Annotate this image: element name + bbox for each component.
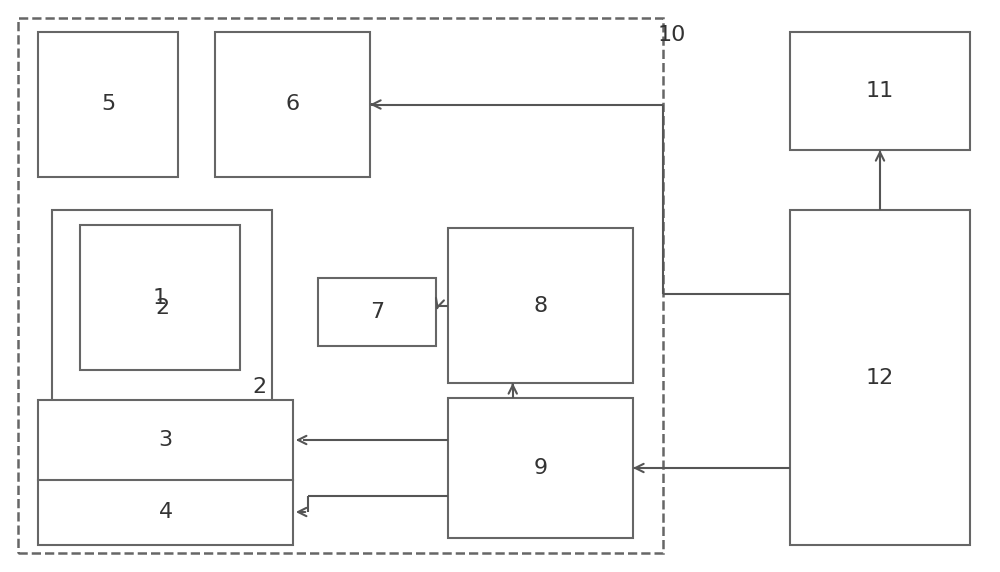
Bar (38, 32, 178, 177)
Bar (38, 400, 293, 545)
Bar (790, 210, 970, 545)
Bar (318, 278, 436, 346)
Bar (52, 210, 272, 405)
Text: 10: 10 (658, 25, 686, 45)
Text: 2: 2 (253, 377, 267, 397)
Text: 11: 11 (866, 81, 894, 101)
Text: 5: 5 (101, 94, 115, 114)
Text: 7: 7 (370, 302, 384, 322)
Text: 8: 8 (533, 296, 548, 316)
Text: 9: 9 (533, 458, 548, 478)
Text: 6: 6 (285, 94, 300, 114)
Bar (790, 32, 970, 150)
Bar (80, 225, 240, 370)
Text: 2: 2 (155, 297, 169, 317)
Bar (448, 228, 633, 383)
Text: 3: 3 (158, 430, 173, 450)
Text: 1: 1 (153, 288, 167, 308)
Bar (18, 18, 663, 553)
Text: 12: 12 (866, 367, 894, 387)
Bar (215, 32, 370, 177)
Bar (448, 398, 633, 538)
Text: 4: 4 (158, 502, 173, 522)
